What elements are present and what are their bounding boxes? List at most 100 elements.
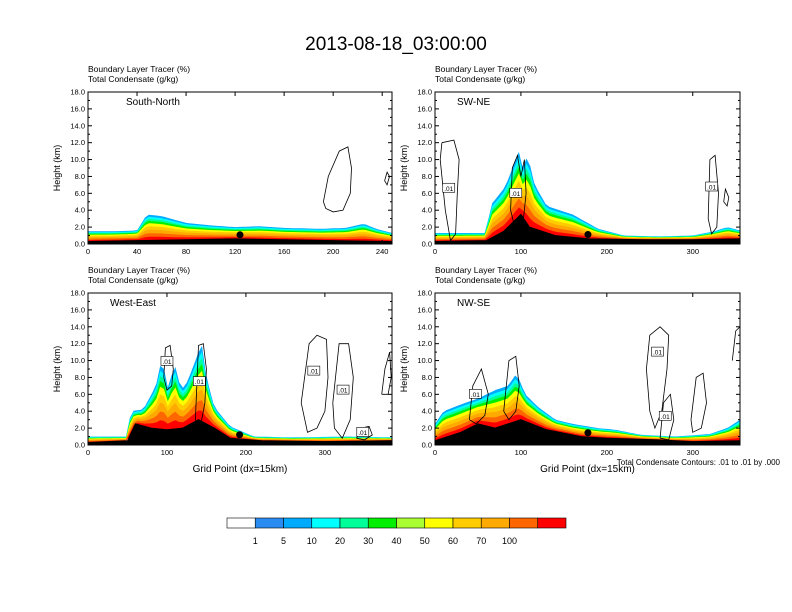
x-tick-label: 120 [229, 247, 242, 256]
x-tick-label: 200 [240, 448, 253, 457]
y-tick-label: 6.0 [75, 390, 85, 399]
condensate-contour [731, 326, 740, 361]
terrain [88, 238, 392, 244]
location-marker [236, 231, 244, 239]
x-tick-label: 300 [686, 448, 699, 457]
x-tick-label: 200 [327, 247, 340, 256]
location-marker [584, 231, 592, 239]
colorbar-label: 50 [420, 536, 430, 546]
colorbar-label: 70 [476, 536, 486, 546]
terrain [88, 419, 392, 445]
condensate-contour [381, 351, 392, 395]
contour-label: .01 [707, 185, 716, 192]
plot-area: .01 .01 .01 [435, 326, 740, 445]
condensate-contour [707, 154, 719, 235]
colorbar-swatch [311, 517, 341, 529]
panel-west-east: .01 .01 .01 .01 .01 0.0 2.0 4.0 6.0 8.0 10.0 12.0 14… [52, 265, 393, 475]
y-tick-label: 14.0 [70, 121, 85, 130]
plot-area: .01 .01 .01 .01 .01 [88, 334, 392, 445]
condensate-contour [332, 343, 354, 439]
y-tick-label: 12.0 [417, 138, 432, 147]
contour-label-box [658, 410, 672, 421]
contour-label-box [193, 376, 206, 386]
colorbar-label: 10 [307, 536, 317, 546]
y-tick-label: 14.0 [417, 121, 432, 130]
location-marker [236, 431, 244, 439]
y-tick-label: 0.0 [422, 240, 432, 249]
condensate-contour [469, 367, 489, 425]
contour-note: Total Condensate Contours: .01 to .01 by… [617, 458, 781, 467]
y-tick-label: 16.0 [417, 104, 432, 113]
condensate-contour [659, 393, 675, 441]
panel-title-line2: Total Condensate (g/kg) [88, 74, 178, 84]
y-axis-label: Height (km) [52, 346, 62, 393]
plot-area: .01 .01 .01 [435, 139, 740, 244]
colorbar-swatch [226, 517, 256, 529]
condensate-contour [503, 355, 520, 421]
y-tick-label: 6.0 [422, 390, 432, 399]
condensate-contour [439, 139, 460, 242]
contour-label-box [469, 389, 482, 399]
terrain [435, 213, 740, 244]
y-axis-label: Height (km) [52, 145, 62, 192]
contour-label-box [442, 182, 456, 193]
x-tick-label: 100 [515, 448, 528, 457]
colorbar-label: 40 [391, 536, 401, 546]
plot-area [88, 146, 392, 244]
tracer-layer [88, 236, 392, 242]
y-tick-label: 18.0 [70, 88, 85, 97]
y-tick-label: 2.0 [422, 424, 432, 433]
panel-title-line1: Boundary Layer Tracer (%) [88, 265, 190, 275]
y-tick-label: 18.0 [417, 88, 432, 97]
x-tick-label: 0 [86, 247, 90, 256]
y-tick-label: 4.0 [422, 407, 432, 416]
panel-name: SW-NE [457, 97, 490, 108]
colorbar-swatch [509, 517, 539, 529]
colorbar-swatch [254, 517, 284, 529]
contour-label-box [651, 346, 664, 357]
condensate-contour [690, 372, 707, 433]
colorbar-swatch [367, 517, 397, 529]
tracer-layer [88, 400, 392, 443]
y-tick-label: 4.0 [75, 206, 85, 215]
y-tick-label: 12.0 [417, 339, 432, 348]
x-tick-label: 200 [601, 247, 614, 256]
colorbar-label: 30 [363, 536, 373, 546]
colorbar-label: 20 [335, 536, 345, 546]
x-tick-label: 0 [86, 448, 90, 457]
colorbar-swatch [424, 517, 454, 529]
x-tick-label: 100 [161, 448, 174, 457]
panel-title-line1: Boundary Layer Tracer (%) [435, 265, 537, 275]
y-tick-label: 16.0 [70, 104, 85, 113]
condensate-contour [723, 187, 730, 207]
plot-frame [434, 91, 741, 245]
panel-title-line2: Total Condensate (g/kg) [435, 74, 525, 84]
x-tick-label: 100 [515, 247, 528, 256]
condensate-contour [300, 334, 329, 433]
y-tick-label: 16.0 [417, 305, 432, 314]
y-tick-label: 16.0 [70, 305, 85, 314]
contour-label-box [160, 356, 174, 366]
colorbar-swatch [396, 517, 426, 529]
panel-title-line2: Total Condensate (g/kg) [435, 275, 525, 285]
colorbar-swatch [283, 517, 313, 529]
panel-sw-ne: .01 .01 .01 0.0 2.0 4.0 6.0 8.0 10.0 12.0 14.0 16.0… [399, 64, 741, 256]
colorbar: 1 5 10 20 30 40 50 60 70 100 [226, 517, 567, 546]
x-tick-label: 160 [278, 247, 291, 256]
contour-label: .01 [444, 186, 453, 193]
x-axis-label: Grid Point (dx=15km) [193, 464, 288, 475]
condensate-contour [646, 326, 670, 430]
y-tick-label: 4.0 [422, 206, 432, 215]
y-tick-label: 18.0 [417, 289, 432, 298]
y-tick-label: 8.0 [422, 373, 432, 382]
y-tick-label: 0.0 [75, 240, 85, 249]
condensate-contour [163, 344, 174, 391]
y-tick-label: 8.0 [75, 172, 85, 181]
x-axis-label: Grid Point (dx=15km) [540, 464, 635, 475]
colorbar-swatch [537, 517, 567, 529]
colorbar-label: 1 [253, 536, 258, 546]
colorbar-swatch [452, 517, 482, 529]
contour-label-box [705, 181, 718, 192]
contour-label: .01 [339, 388, 348, 395]
contour-label: .01 [661, 414, 670, 421]
